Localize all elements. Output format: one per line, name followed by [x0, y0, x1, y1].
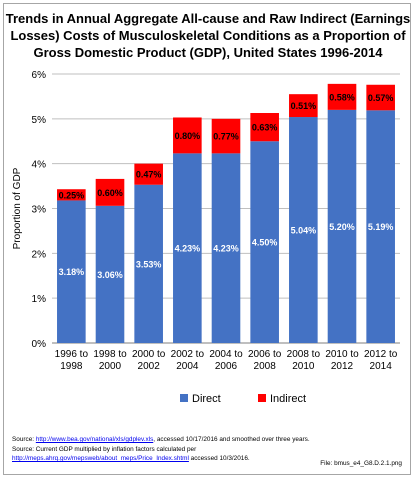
data-label-indirect: 0.58% — [329, 92, 355, 102]
source-prefix: Source: — [12, 436, 36, 443]
x-tick-label: 2010 — [292, 361, 315, 372]
data-label-direct: 5.19% — [368, 222, 394, 232]
meps-source-link[interactable]: http://meps.ahrq.gov/mepsweb/about_meps/… — [12, 455, 189, 462]
x-tick-label: 2012 to — [364, 349, 398, 360]
bar-indirect — [57, 189, 86, 201]
bar-indirect — [173, 117, 202, 154]
x-tick-label: 2002 to — [171, 349, 205, 360]
bar-indirect — [95, 178, 125, 206]
x-tick-label: 2012 — [331, 361, 354, 372]
bar-direct — [57, 200, 86, 343]
data-label-indirect: 0.80% — [175, 131, 201, 141]
bar-direct — [327, 109, 357, 343]
bar-direct — [366, 110, 395, 343]
data-label-indirect: 0.57% — [368, 93, 394, 103]
y-axis-title: Proportion of GDP — [12, 167, 23, 249]
bar-indirect — [250, 113, 279, 142]
data-label-direct: 5.04% — [291, 226, 317, 236]
y-tick-label: 4% — [32, 160, 47, 171]
data-label-direct: 4.23% — [175, 244, 201, 254]
meps-source-suffix: accessed 10/3/2016. — [188, 455, 250, 462]
bar-indirect — [366, 84, 395, 111]
x-tick-label: 2006 to — [248, 349, 282, 360]
chart-title-line-3: Gross Domestic Product (GDP), United Sta… — [33, 45, 383, 60]
bar-indirect — [211, 118, 241, 154]
chart-title-line-2: Losses) Costs of Musculoskeletal Conditi… — [10, 28, 406, 43]
data-label-indirect: 0.25% — [59, 190, 85, 200]
legend-swatch — [258, 394, 266, 402]
x-tick-label: 2014 — [370, 361, 393, 372]
bar-indirect — [327, 83, 357, 110]
x-tick-label: 2000 to — [132, 349, 166, 360]
data-label-indirect: 0.77% — [213, 132, 239, 142]
bea-source-link[interactable]: http://www.bea.gov/national/xls/gdplev.x… — [35, 436, 154, 443]
bar-direct — [250, 141, 279, 343]
x-tick-label: 2010 to — [325, 349, 359, 360]
x-tick-label: 1998 — [60, 361, 83, 372]
x-tick-label: 1996 to — [55, 349, 89, 360]
source-line-2: Source: Current GDP multiplied by inflat… — [12, 445, 197, 453]
source-line-3: http://meps.ahrq.gov/mepsweb/about_meps/… — [12, 454, 408, 464]
data-label-indirect: 0.47% — [136, 170, 162, 180]
data-label-direct: 5.20% — [329, 222, 355, 232]
y-tick-label: 6% — [32, 70, 47, 81]
x-tick-label: 2006 — [215, 361, 238, 372]
x-tick-label: 2002 — [138, 361, 161, 372]
x-tick-label: 2008 — [254, 361, 277, 372]
y-tick-label: 0% — [32, 339, 47, 350]
bar-direct — [134, 184, 163, 343]
data-label-direct: 3.53% — [136, 259, 162, 269]
chart-title-line-1: Trends in Annual Aggregate All-cause and… — [5, 11, 411, 26]
data-label-direct: 3.06% — [97, 270, 123, 280]
x-tick-label: 2004 — [176, 361, 199, 372]
data-label-indirect: 0.60% — [97, 188, 123, 198]
x-tick-label: 2004 to — [209, 349, 243, 360]
bar-direct — [289, 117, 318, 343]
source-notes: Source: http://www.bea.gov/national/xls/… — [12, 435, 408, 464]
legend-label: Indirect — [270, 393, 306, 405]
file-name: File: bmus_e4_G8.D.2.1.png — [320, 460, 402, 467]
bar-indirect — [289, 94, 318, 118]
chart-title: Trends in Annual Aggregate All-cause and… — [0, 10, 416, 61]
x-tick-label: 1998 to — [93, 349, 127, 360]
source-line-1: Source: http://www.bea.gov/national/xls/… — [12, 435, 408, 445]
x-tick-label: 2008 to — [287, 349, 321, 360]
stacked-bar-chart: 0% 1% 2% 3% 4% 5% 6% Proportion of GDP 3.18% 0.25… — [12, 70, 400, 405]
data-label-direct: 3.18% — [59, 267, 85, 277]
source-suffix: , accessed 10/17/2016 and smoothed over … — [153, 436, 310, 443]
bar-indirect — [134, 163, 163, 185]
data-label-indirect: 0.63% — [252, 123, 278, 133]
bar-direct — [211, 153, 241, 343]
y-tick-label: 3% — [32, 205, 47, 216]
data-label-direct: 4.23% — [213, 244, 239, 254]
legend-swatch — [180, 394, 188, 402]
y-tick-label: 1% — [32, 294, 47, 305]
y-tick-label: 5% — [32, 115, 47, 126]
x-tick-label: 2000 — [99, 361, 122, 372]
bar-direct — [173, 153, 202, 343]
bar-direct — [95, 205, 125, 343]
y-tick-label: 2% — [32, 249, 47, 260]
legend-label: Direct — [192, 393, 221, 405]
data-label-indirect: 0.51% — [291, 101, 317, 111]
data-label-direct: 4.50% — [252, 238, 278, 248]
